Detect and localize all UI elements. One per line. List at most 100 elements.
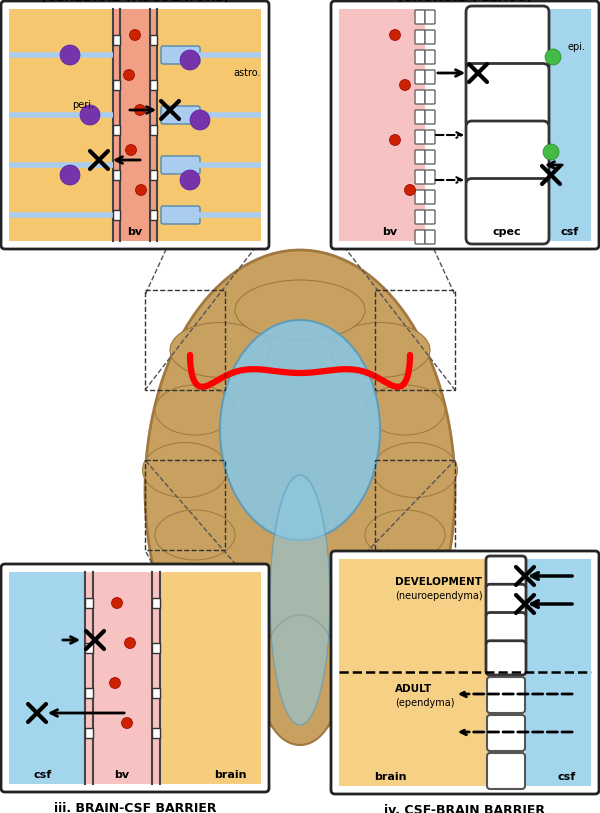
FancyBboxPatch shape bbox=[466, 179, 549, 244]
Circle shape bbox=[112, 598, 122, 608]
FancyBboxPatch shape bbox=[415, 190, 425, 204]
Ellipse shape bbox=[190, 625, 290, 675]
FancyBboxPatch shape bbox=[1, 564, 269, 792]
Text: epi.: epi. bbox=[567, 42, 585, 52]
Ellipse shape bbox=[317, 677, 413, 723]
Bar bbox=[339, 9, 425, 241]
FancyBboxPatch shape bbox=[425, 50, 435, 64]
Bar bbox=[150, 125, 157, 135]
FancyBboxPatch shape bbox=[466, 121, 549, 186]
Bar bbox=[150, 35, 157, 45]
FancyBboxPatch shape bbox=[466, 63, 549, 129]
Circle shape bbox=[124, 69, 134, 80]
Ellipse shape bbox=[365, 385, 445, 435]
Bar bbox=[152, 598, 160, 608]
Bar bbox=[152, 643, 160, 653]
Bar bbox=[545, 9, 591, 241]
Bar bbox=[113, 210, 120, 220]
Bar bbox=[113, 80, 120, 90]
FancyBboxPatch shape bbox=[487, 677, 525, 713]
Text: brain: brain bbox=[214, 770, 246, 780]
Circle shape bbox=[404, 185, 415, 195]
Bar bbox=[339, 559, 490, 786]
Text: bv: bv bbox=[127, 227, 143, 237]
FancyBboxPatch shape bbox=[425, 170, 435, 184]
Text: (CHOROID PLEXUS): (CHOROID PLEXUS) bbox=[397, 0, 533, 3]
Circle shape bbox=[180, 170, 200, 190]
Circle shape bbox=[80, 105, 100, 125]
Circle shape bbox=[389, 134, 401, 146]
FancyBboxPatch shape bbox=[486, 556, 526, 590]
Ellipse shape bbox=[187, 677, 283, 723]
Ellipse shape bbox=[260, 615, 340, 745]
Ellipse shape bbox=[330, 323, 430, 377]
FancyBboxPatch shape bbox=[415, 90, 425, 104]
FancyBboxPatch shape bbox=[466, 6, 549, 72]
Bar bbox=[85, 598, 93, 608]
Bar bbox=[113, 125, 120, 135]
FancyBboxPatch shape bbox=[161, 106, 200, 124]
Bar bbox=[85, 572, 160, 784]
Circle shape bbox=[134, 105, 146, 115]
FancyBboxPatch shape bbox=[425, 150, 435, 164]
Text: brain: brain bbox=[374, 772, 406, 782]
FancyBboxPatch shape bbox=[415, 70, 425, 84]
Text: iii. BRAIN-CSF BARRIER: iii. BRAIN-CSF BARRIER bbox=[54, 802, 216, 813]
Text: (CEREBRAL VASCULATURE): (CEREBRAL VASCULATURE) bbox=[41, 0, 229, 3]
Circle shape bbox=[545, 49, 561, 65]
FancyBboxPatch shape bbox=[331, 551, 599, 794]
Circle shape bbox=[130, 29, 140, 41]
FancyBboxPatch shape bbox=[487, 753, 525, 789]
Text: bv: bv bbox=[382, 227, 398, 237]
FancyBboxPatch shape bbox=[161, 46, 200, 64]
Text: DEVELOPMENT: DEVELOPMENT bbox=[395, 577, 482, 587]
FancyBboxPatch shape bbox=[486, 641, 526, 675]
Bar bbox=[113, 170, 120, 180]
FancyBboxPatch shape bbox=[415, 110, 425, 124]
Text: cpec: cpec bbox=[493, 227, 521, 237]
Ellipse shape bbox=[155, 385, 235, 435]
Ellipse shape bbox=[170, 323, 270, 377]
FancyBboxPatch shape bbox=[415, 230, 425, 244]
FancyBboxPatch shape bbox=[425, 30, 435, 44]
Bar bbox=[85, 643, 93, 653]
Ellipse shape bbox=[373, 442, 458, 498]
Text: bv: bv bbox=[115, 770, 130, 780]
Ellipse shape bbox=[235, 280, 365, 340]
FancyBboxPatch shape bbox=[161, 206, 200, 224]
Bar bbox=[85, 728, 93, 738]
Bar bbox=[113, 9, 157, 241]
FancyBboxPatch shape bbox=[415, 130, 425, 144]
Text: ADULT: ADULT bbox=[395, 684, 432, 694]
Text: (neuroependyma): (neuroependyma) bbox=[395, 591, 482, 601]
Circle shape bbox=[60, 165, 80, 185]
Bar bbox=[160, 572, 261, 784]
Ellipse shape bbox=[145, 250, 455, 730]
FancyBboxPatch shape bbox=[486, 612, 526, 647]
Text: peri.: peri. bbox=[72, 100, 94, 110]
Bar bbox=[150, 210, 157, 220]
Circle shape bbox=[125, 145, 137, 155]
FancyBboxPatch shape bbox=[415, 210, 425, 224]
Bar bbox=[113, 35, 120, 45]
Bar bbox=[85, 688, 93, 698]
Circle shape bbox=[125, 637, 136, 649]
Bar bbox=[9, 572, 85, 784]
Circle shape bbox=[110, 677, 121, 689]
FancyBboxPatch shape bbox=[425, 10, 435, 24]
Bar bbox=[375, 460, 455, 550]
Bar bbox=[145, 460, 225, 550]
Text: csf: csf bbox=[558, 772, 576, 782]
Ellipse shape bbox=[270, 475, 330, 725]
Circle shape bbox=[180, 50, 200, 70]
Circle shape bbox=[121, 718, 133, 728]
Bar bbox=[152, 728, 160, 738]
Bar bbox=[375, 290, 455, 390]
FancyBboxPatch shape bbox=[425, 90, 435, 104]
Bar bbox=[150, 80, 157, 90]
Bar bbox=[145, 290, 225, 390]
Circle shape bbox=[190, 110, 210, 130]
Ellipse shape bbox=[220, 320, 380, 540]
Bar bbox=[150, 170, 157, 180]
Ellipse shape bbox=[310, 625, 410, 675]
